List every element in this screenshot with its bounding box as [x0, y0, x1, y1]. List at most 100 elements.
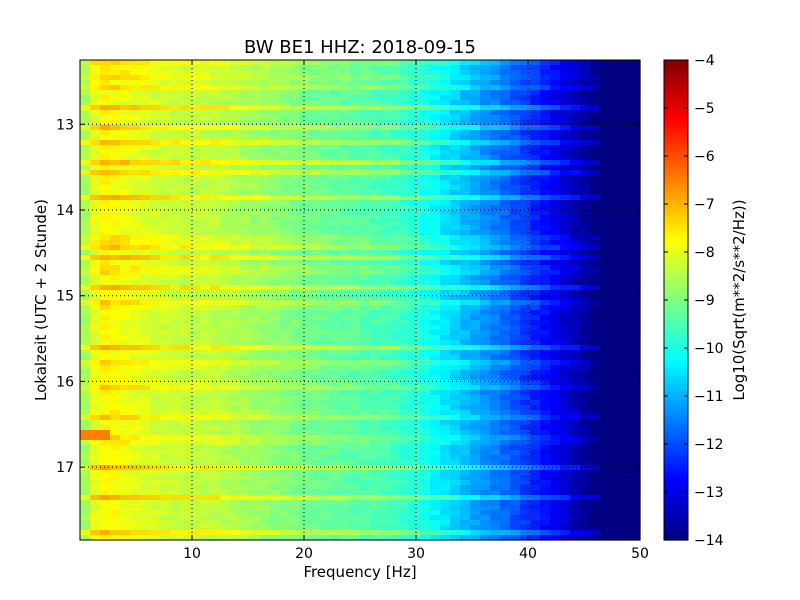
heatmap-cell [480, 85, 491, 91]
heatmap-cell [190, 425, 201, 431]
heatmap-cell [180, 220, 191, 226]
heatmap-cell [340, 220, 351, 226]
heatmap-cell [290, 340, 301, 346]
heatmap-cell [230, 65, 241, 71]
heatmap-cell [570, 235, 581, 241]
heatmap-cell [370, 70, 381, 76]
heatmap-cell [260, 260, 271, 266]
heatmap-cell [130, 365, 141, 371]
heatmap-cell [280, 160, 291, 166]
heatmap-cell [250, 315, 261, 321]
heatmap-cell [280, 155, 291, 161]
heatmap-cell [250, 285, 261, 291]
heatmap-cell [220, 85, 231, 91]
heatmap-cell [460, 390, 471, 396]
heatmap-cell [630, 340, 641, 346]
heatmap-cell [440, 225, 451, 231]
heatmap-cell [210, 265, 221, 271]
heatmap-cell [110, 360, 121, 366]
heatmap-cell [580, 110, 591, 116]
heatmap-cell [240, 495, 251, 501]
heatmap-cell [380, 480, 391, 486]
heatmap-cell [380, 335, 391, 341]
heatmap-cell [450, 375, 461, 381]
heatmap-cell [230, 430, 241, 436]
heatmap-cell [570, 195, 581, 201]
heatmap-cell [520, 255, 531, 261]
heatmap-cell [200, 290, 211, 296]
heatmap-cell [480, 230, 491, 236]
heatmap-cell [610, 250, 621, 256]
heatmap-cell [620, 145, 631, 151]
heatmap-cell [170, 370, 181, 376]
heatmap-cell [630, 190, 641, 196]
heatmap-cell [600, 190, 611, 196]
heatmap-cell [350, 205, 361, 211]
heatmap-cell [280, 275, 291, 281]
heatmap-cell [80, 320, 91, 326]
heatmap-cell [460, 215, 471, 221]
heatmap-cell [370, 260, 381, 266]
heatmap-cell [250, 250, 261, 256]
heatmap-cell [300, 105, 311, 111]
heatmap-cell [120, 210, 131, 216]
heatmap-cell [300, 70, 311, 76]
heatmap-cell [530, 485, 541, 491]
heatmap-cell [440, 110, 451, 116]
heatmap-cell [260, 185, 271, 191]
heatmap-cell [630, 210, 641, 216]
heatmap-cell [290, 450, 301, 456]
heatmap-cell [340, 205, 351, 211]
heatmap-cell [240, 310, 251, 316]
heatmap-cell [210, 490, 221, 496]
heatmap-cell [260, 500, 271, 506]
heatmap-cell [360, 90, 371, 96]
heatmap-cell [100, 230, 111, 236]
heatmap-cell [560, 310, 571, 316]
heatmap-cell [260, 165, 271, 171]
heatmap-cell [470, 205, 481, 211]
heatmap-cell [590, 220, 601, 226]
heatmap-cell [290, 425, 301, 431]
heatmap-cell [470, 230, 481, 236]
heatmap-cell [250, 120, 261, 126]
heatmap-cell [160, 340, 171, 346]
heatmap-cell [110, 490, 121, 496]
heatmap-cell [180, 155, 191, 161]
heatmap-cell [450, 345, 461, 351]
heatmap-cell [80, 390, 91, 396]
heatmap-cell [630, 230, 641, 236]
heatmap-cell [270, 410, 281, 416]
heatmap-cell [490, 450, 501, 456]
heatmap-cell [490, 205, 501, 211]
heatmap-cell [260, 495, 271, 501]
heatmap-cell [120, 270, 131, 276]
heatmap-cell [390, 75, 401, 81]
heatmap-cell [570, 105, 581, 111]
heatmap-cell [560, 290, 571, 296]
heatmap-cell [440, 350, 451, 356]
heatmap-cell [360, 235, 371, 241]
heatmap-cell [140, 180, 151, 186]
heatmap-cell [260, 285, 271, 291]
heatmap-cell [170, 60, 181, 66]
heatmap-cell [490, 405, 501, 411]
heatmap-cell [490, 210, 501, 216]
heatmap-cell [430, 465, 441, 471]
heatmap-cell [370, 490, 381, 496]
heatmap-cell [310, 365, 321, 371]
heatmap-cell [290, 65, 301, 71]
heatmap-cell [170, 500, 181, 506]
heatmap-cell [320, 75, 331, 81]
heatmap-cell [430, 130, 441, 136]
heatmap-cell [360, 210, 371, 216]
heatmap-cell [600, 420, 611, 426]
heatmap-cell [440, 315, 451, 321]
heatmap-cell [230, 280, 241, 286]
heatmap-cell [530, 420, 541, 426]
heatmap-cell [270, 375, 281, 381]
heatmap-cell [350, 455, 361, 461]
heatmap-cell [530, 250, 541, 256]
heatmap-cell [560, 425, 571, 431]
heatmap-cell [510, 490, 521, 496]
